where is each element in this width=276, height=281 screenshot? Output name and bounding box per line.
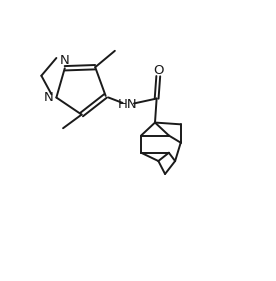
- Text: N: N: [43, 91, 53, 104]
- Text: HN: HN: [118, 98, 138, 111]
- Text: O: O: [153, 64, 163, 77]
- Text: N: N: [60, 54, 70, 67]
